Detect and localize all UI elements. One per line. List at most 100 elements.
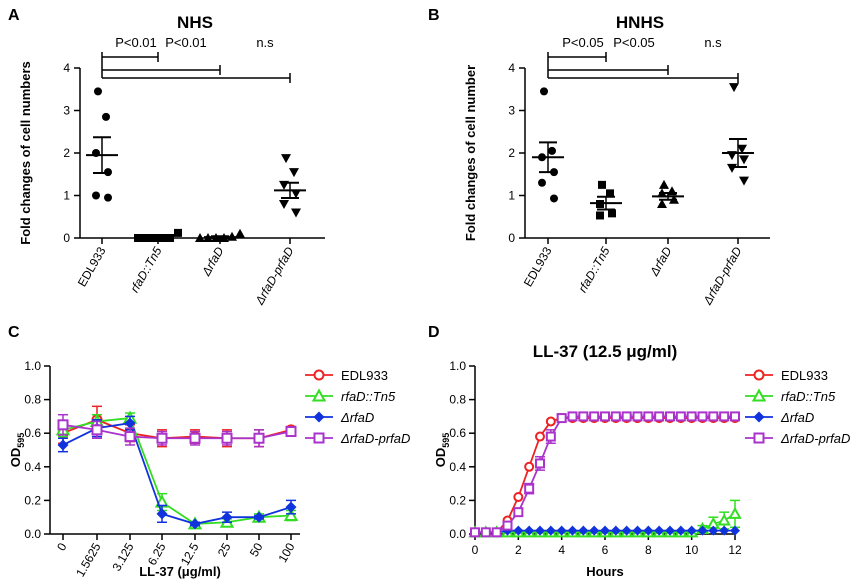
data-point xyxy=(502,520,513,531)
data-point xyxy=(729,83,739,93)
y-tick-label: 0.8 xyxy=(449,393,466,407)
data-point xyxy=(524,525,535,536)
y-axis-label-main: OD xyxy=(433,448,448,468)
data-point xyxy=(556,525,567,536)
data-point xyxy=(480,527,491,538)
data-point xyxy=(665,525,675,536)
data-point xyxy=(596,211,604,220)
data-point xyxy=(156,432,168,444)
y-tick-label: 0.6 xyxy=(24,426,41,440)
y-tick-label: 2 xyxy=(508,146,515,160)
data-point xyxy=(124,431,136,443)
data-point xyxy=(727,163,737,173)
y-tick-label: 0 xyxy=(63,231,70,245)
y-tick-label: 0.0 xyxy=(449,527,466,541)
data-point xyxy=(545,431,556,442)
data-point xyxy=(621,525,632,536)
x-category-label: rfaD::Tn5 xyxy=(127,244,164,295)
data-point xyxy=(643,411,654,422)
x-tick-label: 6 xyxy=(602,543,609,557)
legend-label: ΔrfaD-prfaD xyxy=(780,431,850,446)
legend-marker xyxy=(753,369,765,381)
data-point xyxy=(717,513,731,526)
data-point xyxy=(600,525,610,536)
x-category-label: ΔrfaD xyxy=(199,244,227,279)
data-point xyxy=(654,411,665,422)
data-point xyxy=(104,193,112,202)
data-point xyxy=(535,525,545,536)
data-point xyxy=(285,501,297,513)
x-category-label: 100 xyxy=(275,540,297,565)
legend-marker xyxy=(313,369,325,381)
data-point xyxy=(659,179,669,189)
data-point xyxy=(632,411,643,422)
x-category-label: ΔrfaD-prfaD xyxy=(700,244,745,308)
data-point xyxy=(589,525,600,536)
data-point xyxy=(719,411,730,422)
y-tick-label: 2 xyxy=(63,146,70,160)
data-point xyxy=(91,424,103,436)
data-point xyxy=(513,525,524,536)
y-tick-label: 1.0 xyxy=(24,359,41,373)
legend-label: ΔrfaD xyxy=(340,410,374,425)
panel-letter-a: A xyxy=(8,7,20,24)
chart-title-b: HNHS xyxy=(616,13,664,32)
y-tick-label: 0.2 xyxy=(24,493,41,507)
x-category-label: EDL933 xyxy=(75,244,109,289)
data-point xyxy=(57,419,69,431)
data-point xyxy=(291,189,301,199)
x-category-label: 3.125 xyxy=(109,540,136,573)
y-axis-label-main: OD xyxy=(8,448,23,468)
significance-label: n.s xyxy=(704,35,722,50)
x-axis-label: LL-37 (μg/ml) xyxy=(139,564,221,579)
chart-title-a: NHS xyxy=(177,13,213,32)
legend-marker xyxy=(313,432,325,444)
data-point xyxy=(708,411,719,422)
panel-letter-c: C xyxy=(8,324,20,341)
x-tick-label: 2 xyxy=(515,543,522,557)
data-point xyxy=(491,527,502,538)
data-point xyxy=(730,525,740,536)
data-point xyxy=(610,525,621,536)
legend-marker xyxy=(313,411,325,423)
x-category-label: EDL933 xyxy=(521,244,555,289)
data-point xyxy=(94,87,102,96)
legend-label: rfaD::Tn5 xyxy=(341,389,396,404)
data-point xyxy=(57,439,69,451)
data-point xyxy=(728,506,742,519)
legend-label: ΔrfaD xyxy=(780,410,814,425)
data-point xyxy=(550,194,558,203)
legend-label: ΔrfaD-prfaD xyxy=(340,431,410,446)
legend-marker xyxy=(753,411,765,423)
y-tick-label: 4 xyxy=(63,61,70,75)
data-point xyxy=(708,525,719,536)
y-tick-label: 3 xyxy=(508,104,515,118)
data-point xyxy=(598,180,606,189)
x-tick-label: 8 xyxy=(645,543,652,557)
y-axis-label: OD595 xyxy=(433,433,451,468)
data-point xyxy=(643,525,654,536)
x-tick-label: 0 xyxy=(472,543,479,557)
data-point xyxy=(538,178,546,187)
y-axis-label: Fold changes of cell numbers xyxy=(18,61,33,244)
x-category-label: 25 xyxy=(215,540,234,559)
data-point xyxy=(600,411,610,422)
data-point xyxy=(156,508,168,520)
y-tick-label: 0.8 xyxy=(24,393,41,407)
data-point xyxy=(697,525,708,536)
legend-marker xyxy=(751,388,767,402)
data-point xyxy=(221,432,233,444)
data-point xyxy=(189,518,201,530)
y-tick-label: 0.4 xyxy=(449,460,466,474)
data-point xyxy=(535,431,545,442)
data-point xyxy=(174,228,182,237)
data-point xyxy=(567,411,578,422)
data-point xyxy=(719,525,730,536)
y-tick-label: 3 xyxy=(63,104,70,118)
data-point xyxy=(567,525,578,536)
data-point xyxy=(540,87,548,96)
data-point xyxy=(578,411,589,422)
data-point xyxy=(513,507,524,518)
data-point xyxy=(134,234,142,242)
